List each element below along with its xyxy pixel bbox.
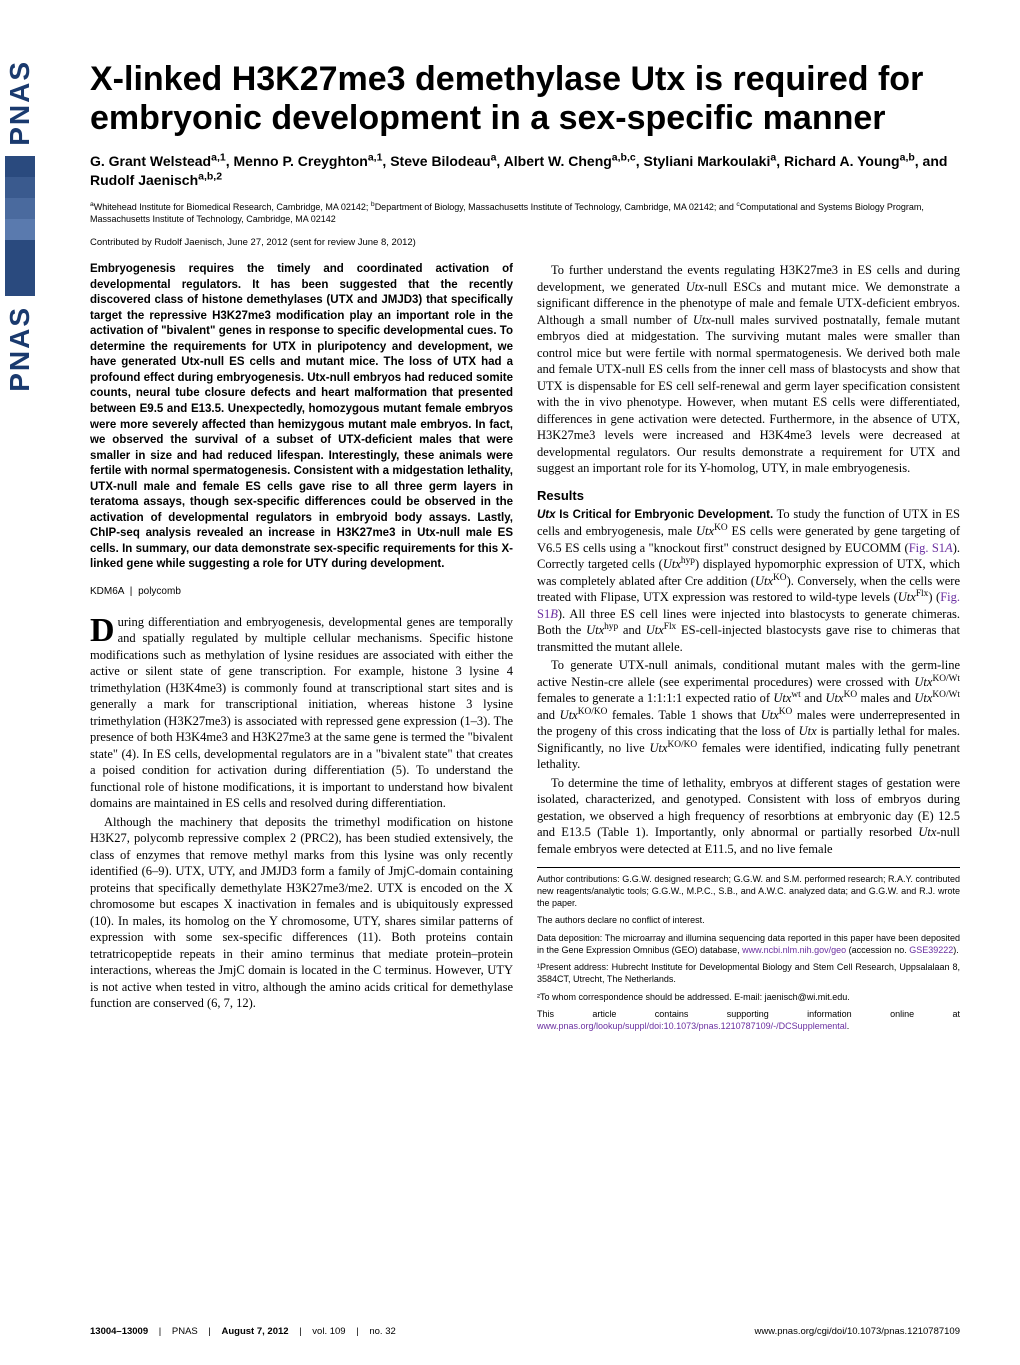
present-address: ¹Present address: Hubrecht Institute for…: [537, 962, 960, 985]
page-footer: 13004–13009 | PNAS | August 7, 2012 | vo…: [90, 1326, 960, 1337]
article-title: X-linked H3K27me3 demethylase Utx is req…: [90, 60, 960, 138]
two-column-body: Embryogenesis requires the timely and co…: [90, 262, 960, 1038]
keyword: polycomb: [138, 586, 181, 597]
footer-right: www.pnas.org/cgi/doi/10.1073/pnas.121078…: [755, 1326, 960, 1337]
author-contributions: Author contributions: G.G.W. designed re…: [537, 874, 960, 909]
contributed-line: Contributed by Rudolf Jaenisch, June 27,…: [90, 237, 960, 248]
correspondence: ²To whom correspondence should be addres…: [537, 992, 960, 1004]
abstract: Embryogenesis requires the timely and co…: [90, 262, 513, 572]
results-para-3: To determine the time of lethality, embr…: [537, 775, 960, 858]
page-content: X-linked H3K27me3 demethylase Utx is req…: [0, 0, 1020, 1365]
supplemental-info: This article contains supporting informa…: [537, 1009, 960, 1032]
author-contributions-block: Author contributions: G.G.W. designed re…: [537, 874, 960, 1033]
intro-para-2: Although the machinery that deposits the…: [90, 814, 513, 1012]
intro-para-3: To further understand the events regulat…: [537, 262, 960, 477]
conflict-statement: The authors declare no conflict of inter…: [537, 915, 960, 927]
results-para-1-text: To study the function of UTX in ES cells…: [537, 507, 960, 654]
results-para-2: To generate UTX-null animals, conditiona…: [537, 657, 960, 773]
data-deposition: Data deposition: The microarray and illu…: [537, 933, 960, 956]
intro-para-1-text: uring differentiation and embryogenesis,…: [90, 615, 513, 811]
keyword: KDM6A: [90, 586, 124, 597]
intro-para-1: During differentiation and embryogenesis…: [90, 614, 513, 812]
results-para-1: Utx Is Critical for Embryonic Developmen…: [537, 506, 960, 655]
contrib-divider: [537, 867, 960, 868]
results-subhead-1: Utx Is Critical for Embryonic Developmen…: [537, 509, 773, 521]
keyword-separator: |: [130, 586, 133, 597]
dropcap: D: [90, 614, 118, 645]
keywords: KDM6A | polycomb: [90, 585, 513, 598]
results-heading: Results: [537, 487, 960, 504]
affiliations: aWhitehead Institute for Biomedical Rese…: [90, 202, 960, 225]
author-list: G. Grant Welsteada,1, Menno P. Creyghton…: [90, 152, 960, 190]
footer-left: 13004–13009 | PNAS | August 7, 2012 | vo…: [90, 1326, 396, 1337]
